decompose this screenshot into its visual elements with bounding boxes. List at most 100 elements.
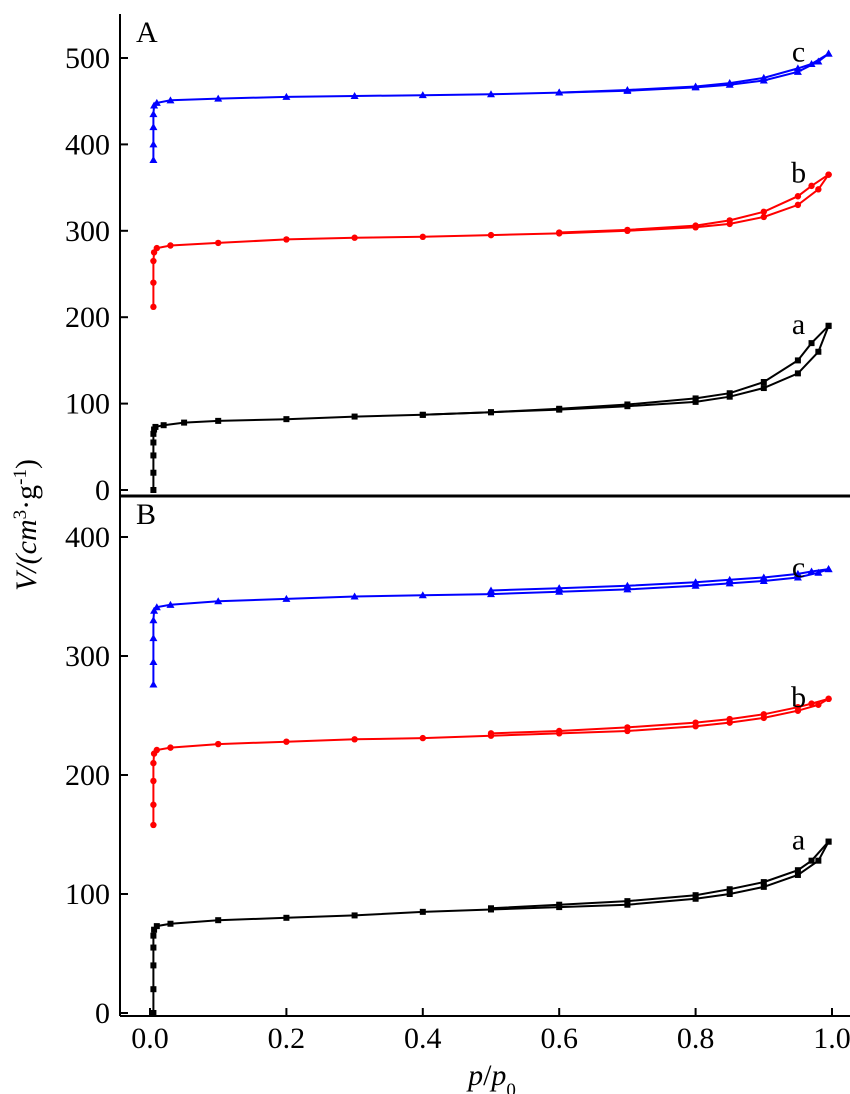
data-point (419, 908, 426, 915)
data-point (418, 91, 427, 99)
y-tick-label: 100 (65, 878, 110, 911)
y-tick-label: 200 (65, 301, 110, 334)
data-point (759, 573, 768, 581)
series-c-adsorption-line (152, 568, 829, 685)
data-point (793, 573, 802, 581)
data-point (150, 821, 157, 829)
data-point (150, 1010, 157, 1016)
data-point (824, 49, 833, 57)
data-point (152, 603, 161, 611)
series-c-adsorption-line (152, 52, 830, 160)
data-point (555, 587, 564, 595)
data-point (488, 905, 494, 912)
series-a: a (150, 824, 832, 1016)
data-point (215, 417, 222, 424)
series-b: b (150, 157, 832, 311)
data-point (807, 567, 816, 575)
data-point (691, 578, 700, 586)
data-point (167, 920, 174, 927)
data-point (150, 962, 157, 969)
data-point (350, 592, 359, 600)
data-point (153, 746, 161, 754)
data-point (151, 926, 158, 933)
data-point (166, 600, 175, 608)
data-point (166, 96, 175, 104)
data-point (214, 94, 223, 102)
series-b: b (150, 681, 832, 829)
data-point (760, 711, 767, 718)
y-tick-label: 200 (65, 759, 110, 792)
data-point (153, 244, 161, 252)
y-tick-label: 500 (65, 42, 110, 75)
data-point (167, 242, 174, 249)
data-point (283, 914, 290, 921)
y-tick-label: 300 (65, 640, 110, 673)
panel-B: 0 100 200 300 400 Ba b c (65, 496, 833, 1030)
y-tick-label: 100 (65, 388, 110, 421)
data-point (150, 430, 157, 437)
panel-label: B (136, 498, 156, 531)
data-point (623, 581, 632, 589)
series-label-b: b (791, 157, 806, 190)
data-point (487, 586, 495, 594)
data-point (808, 182, 815, 190)
data-point (488, 409, 494, 416)
data-point (150, 932, 157, 939)
data-point (150, 469, 157, 476)
data-point (215, 740, 222, 748)
series-label-c: c (792, 36, 805, 69)
data-point (418, 591, 427, 599)
data-point (726, 393, 733, 400)
y-tick-label: 400 (65, 128, 110, 161)
data-point (808, 700, 815, 707)
data-point (152, 423, 159, 430)
data-point (726, 715, 733, 723)
data-point (794, 871, 801, 878)
data-point (351, 234, 358, 241)
data-point (149, 616, 158, 624)
data-point (794, 201, 802, 209)
data-point (794, 193, 802, 200)
data-point (760, 208, 767, 215)
data-point (149, 140, 158, 148)
data-point (419, 233, 426, 241)
data-point (815, 857, 822, 864)
data-point (825, 695, 832, 703)
series-label-c: c (792, 551, 805, 584)
data-point (825, 322, 832, 329)
data-point (793, 64, 802, 72)
data-point (692, 395, 699, 402)
data-point (794, 357, 801, 364)
data-point (556, 901, 563, 908)
data-point (555, 584, 564, 592)
data-point (283, 236, 290, 243)
data-point (150, 279, 157, 286)
data-point (760, 213, 767, 221)
data-point (624, 226, 631, 234)
series-b-adsorption-line (152, 174, 830, 307)
y-axis-title: V/(cm3·g-1) (10, 459, 44, 591)
data-point (825, 171, 832, 178)
x-axis-title: p/p0 (466, 1059, 516, 1094)
data-point (692, 222, 699, 229)
data-point (150, 759, 157, 767)
data-point (624, 901, 631, 908)
data-point (815, 348, 822, 355)
data-point (556, 229, 563, 236)
data-point (759, 73, 768, 81)
data-point (149, 657, 158, 665)
x-tick-label: 0.2 (268, 1022, 306, 1055)
data-point (150, 487, 157, 493)
data-point (149, 110, 158, 118)
data-point (624, 724, 631, 731)
data-point (760, 385, 767, 392)
data-point (150, 606, 159, 614)
data-point (692, 895, 699, 902)
data-point (807, 60, 816, 68)
data-point (808, 340, 815, 347)
data-point (726, 886, 733, 893)
data-point (760, 879, 767, 886)
data-point (215, 917, 222, 924)
data-point (825, 838, 832, 845)
data-point (623, 85, 632, 93)
